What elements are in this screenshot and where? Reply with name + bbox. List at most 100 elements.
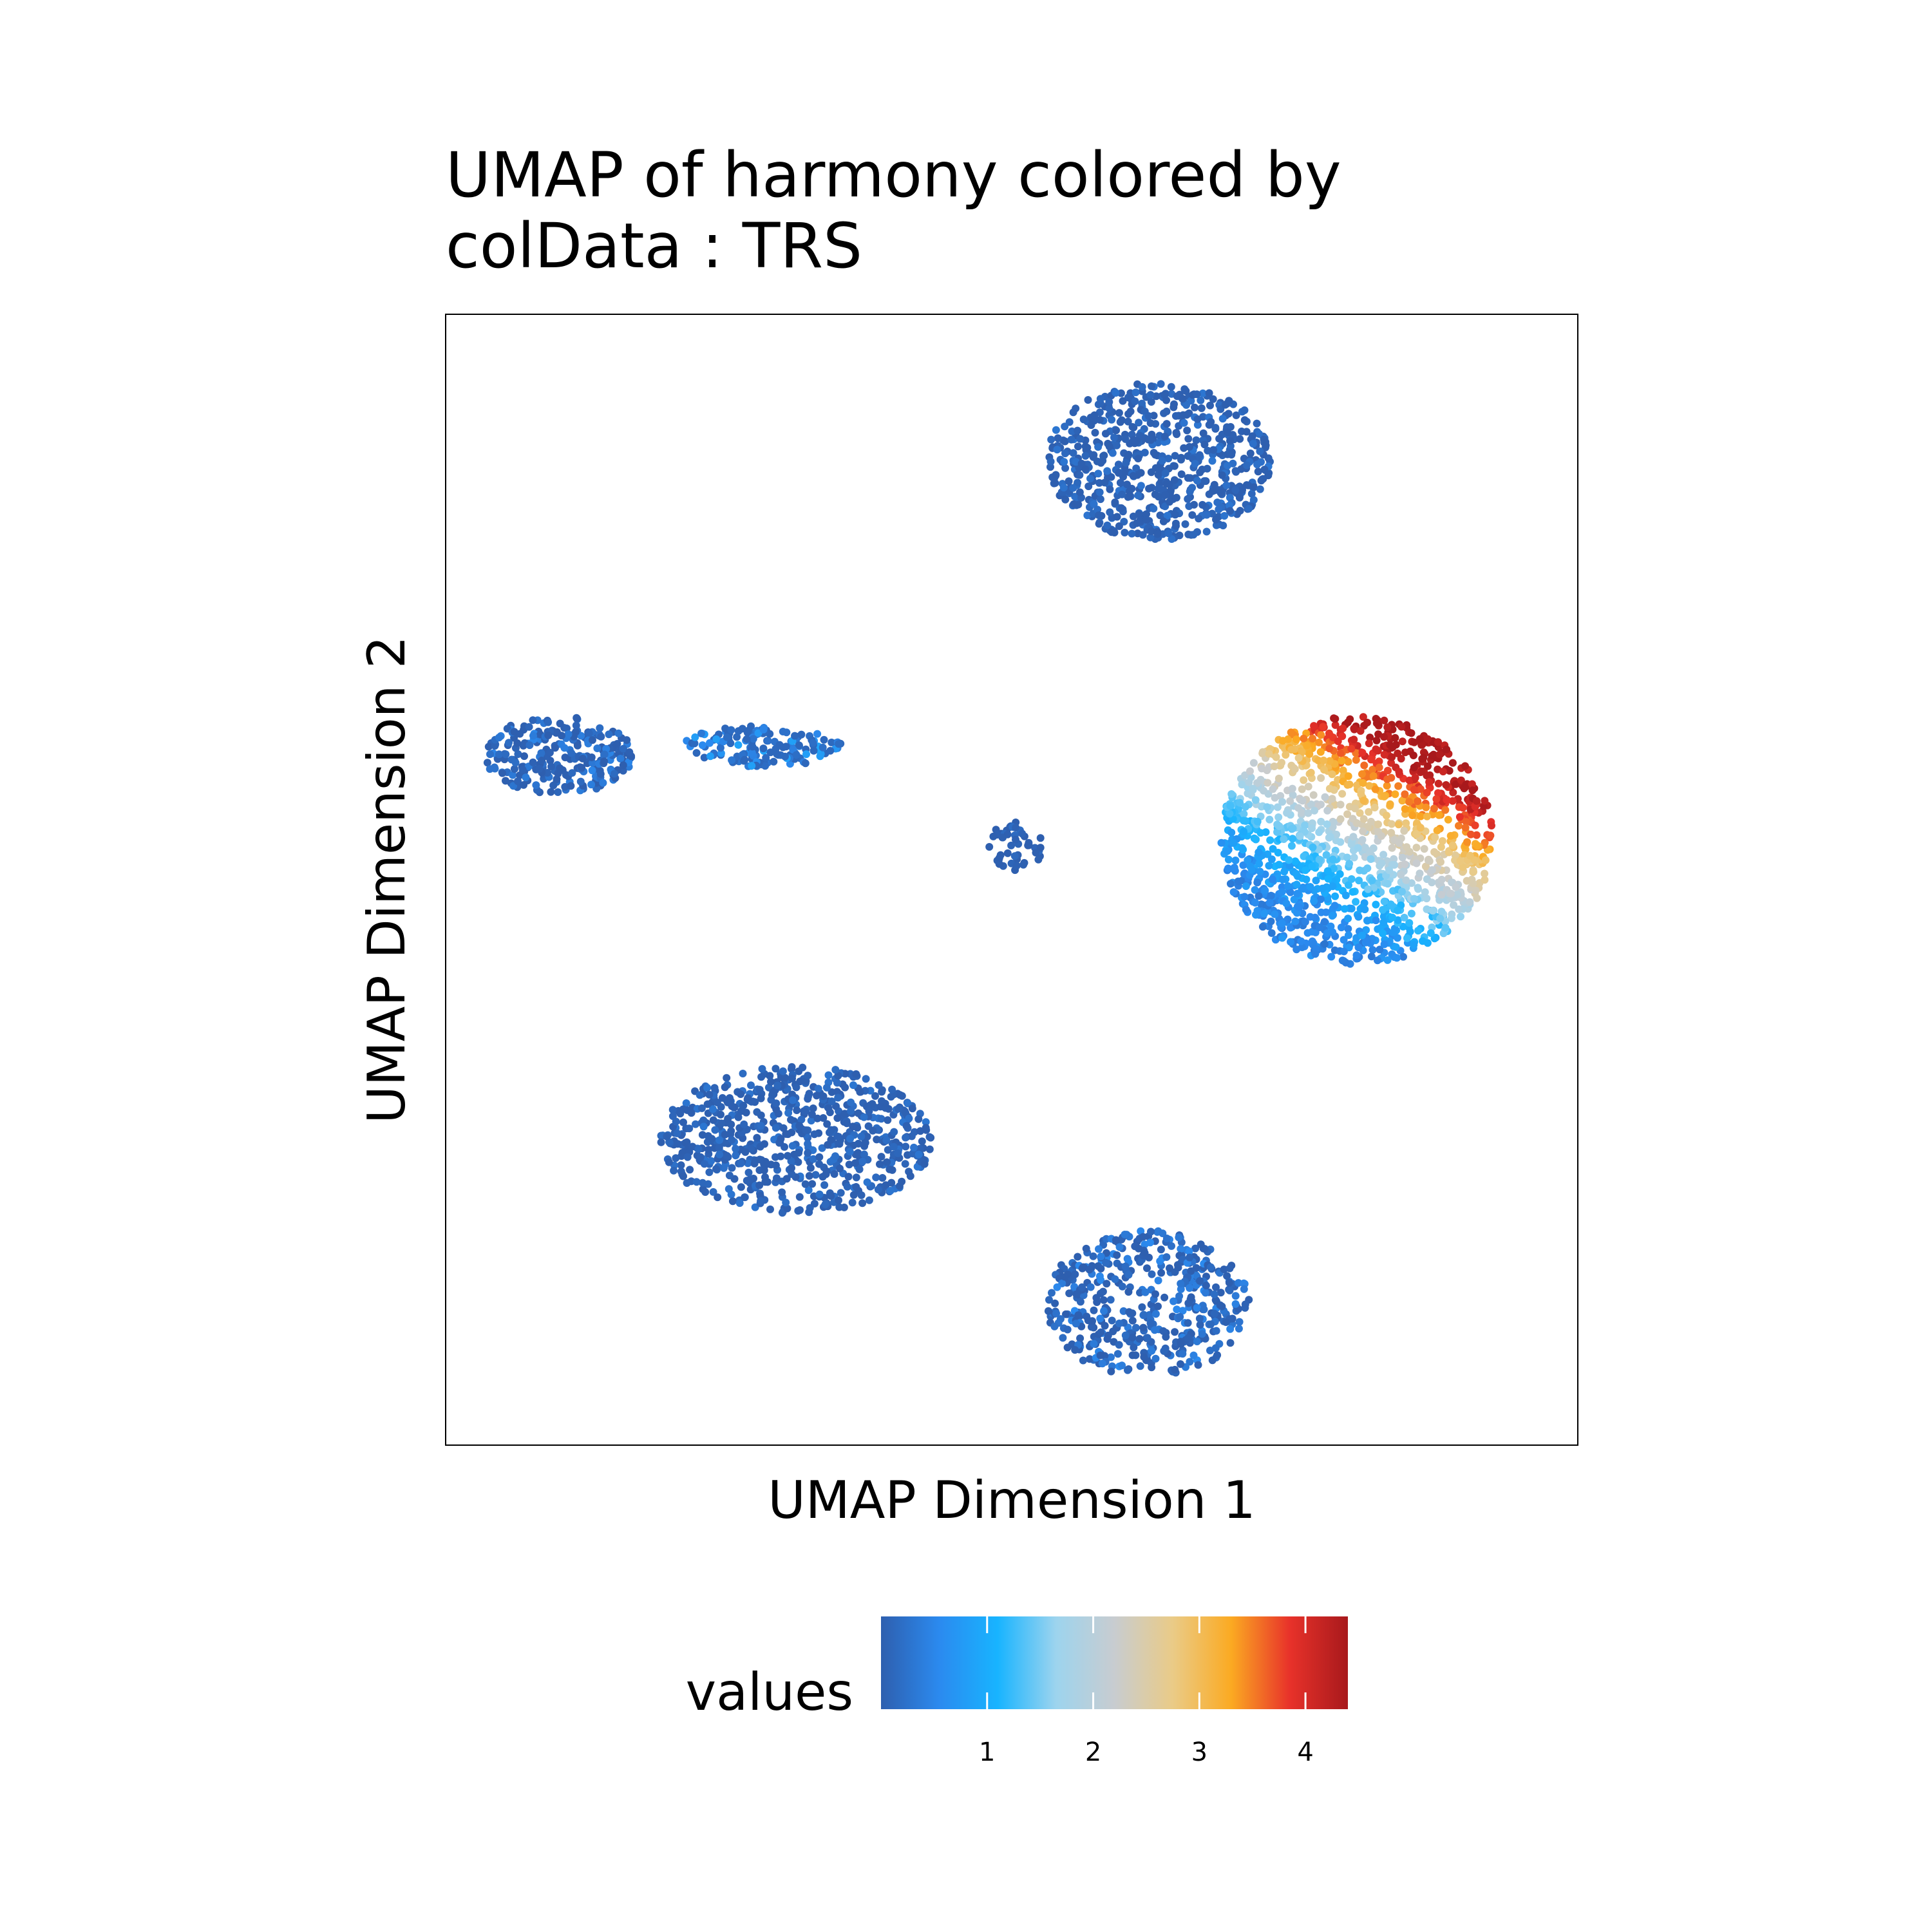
scatter-point-top bbox=[1106, 486, 1113, 493]
scatter-point-right bbox=[1408, 910, 1416, 918]
scatter-point-right bbox=[1423, 789, 1431, 797]
scatter-point-right bbox=[1267, 892, 1275, 900]
scatter-point-small bbox=[1013, 862, 1021, 869]
scatter-point-bottom-left bbox=[744, 1094, 752, 1102]
scatter-point-top bbox=[1256, 448, 1264, 455]
scatter-point-bottom bbox=[1162, 1333, 1170, 1341]
scatter-point-right bbox=[1287, 938, 1294, 946]
scatter-point-left bbox=[495, 734, 503, 741]
scatter-point-right bbox=[1447, 832, 1455, 840]
scatter-point-left-tail bbox=[743, 735, 751, 743]
scatter-point-top bbox=[1070, 408, 1077, 416]
scatter-point-top bbox=[1135, 419, 1142, 426]
scatter-point-bottom-left bbox=[909, 1104, 916, 1112]
scatter-point-right bbox=[1463, 838, 1471, 846]
scatter-point-top bbox=[1086, 475, 1094, 482]
scatter-point-left bbox=[551, 744, 559, 752]
scatter-point-right bbox=[1394, 907, 1401, 914]
scatter-point-bottom-left bbox=[777, 1135, 784, 1142]
scatter-point-bottom-left bbox=[685, 1124, 693, 1132]
scatter-point-right bbox=[1329, 912, 1336, 920]
scatter-point-right bbox=[1358, 770, 1366, 778]
scatter-point-right bbox=[1307, 883, 1314, 891]
scatter-point-bottom-left bbox=[846, 1135, 854, 1142]
scatter-point-bottom bbox=[1143, 1264, 1151, 1272]
scatter-point-bottom-left bbox=[815, 1085, 822, 1093]
scatter-point-right bbox=[1395, 820, 1403, 828]
scatter-point-bottom-left bbox=[856, 1166, 864, 1173]
scatter-point-left bbox=[567, 782, 574, 790]
scatter-point-left bbox=[547, 788, 554, 796]
scatter-point-left-tail bbox=[728, 756, 735, 764]
scatter-point-top bbox=[1102, 430, 1110, 437]
scatter-point-top bbox=[1070, 449, 1077, 457]
scatter-point-right bbox=[1380, 793, 1388, 800]
scatter-point-right bbox=[1393, 954, 1401, 961]
scatter-point-right bbox=[1374, 956, 1381, 964]
scatter-point-top bbox=[1060, 458, 1068, 466]
scatter-point-right bbox=[1447, 890, 1455, 898]
scatter-point-bottom bbox=[1071, 1346, 1079, 1354]
scatter-point-right bbox=[1461, 784, 1468, 792]
scatter-point-bottom bbox=[1112, 1236, 1120, 1244]
scatter-point-bottom bbox=[1197, 1240, 1205, 1248]
scatter-point-bottom bbox=[1202, 1289, 1209, 1296]
scatter-point-bottom-left bbox=[882, 1137, 890, 1144]
scatter-point-right bbox=[1444, 816, 1452, 824]
scatter-point-top bbox=[1060, 484, 1068, 491]
scatter-point-left bbox=[579, 755, 587, 762]
scatter-point-right bbox=[1378, 860, 1385, 867]
scatter-point-bottom bbox=[1090, 1307, 1098, 1314]
scatter-point-bottom-left bbox=[681, 1139, 689, 1147]
scatter-point-bottom bbox=[1139, 1233, 1147, 1241]
scatter-point-top bbox=[1092, 429, 1099, 437]
scatter-point-right bbox=[1421, 845, 1428, 853]
scatter-point-right bbox=[1423, 813, 1431, 820]
scatter-point-bottom-left bbox=[877, 1115, 885, 1122]
scatter-point-bottom bbox=[1132, 1324, 1140, 1332]
scatter-point-bottom bbox=[1092, 1294, 1100, 1302]
scatter-point-top bbox=[1074, 442, 1082, 450]
scatter-point-right bbox=[1255, 860, 1263, 867]
scatter-point-top bbox=[1130, 436, 1137, 444]
scatter-point-bottom-left bbox=[836, 1165, 844, 1173]
scatter-point-bottom bbox=[1072, 1320, 1080, 1327]
scatter-point-right bbox=[1271, 762, 1278, 770]
scatter-point-top bbox=[1128, 485, 1135, 493]
scatter-point-left-tail bbox=[802, 759, 810, 767]
scatter-point-top bbox=[1179, 412, 1187, 419]
scatter-point-bottom-left bbox=[801, 1108, 809, 1115]
scatter-point-top bbox=[1097, 495, 1104, 503]
scatter-point-bottom-left bbox=[711, 1084, 719, 1092]
scatter-point-right bbox=[1238, 781, 1246, 788]
scatter-point-bottom bbox=[1147, 1320, 1155, 1327]
scatter-point-bottom-left bbox=[737, 1183, 745, 1191]
scatter-point-bottom bbox=[1111, 1275, 1119, 1283]
scatter-point-right bbox=[1414, 927, 1422, 934]
scatter-point-left-tail bbox=[764, 737, 772, 744]
scatter-point-bottom bbox=[1177, 1280, 1184, 1287]
scatter-point-right bbox=[1310, 791, 1318, 799]
scatter-point-right bbox=[1329, 856, 1337, 864]
scatter-point-right bbox=[1279, 737, 1287, 744]
scatter-point-right bbox=[1378, 832, 1385, 840]
scatter-point-bottom-left bbox=[910, 1144, 918, 1151]
scatter-point-bottom bbox=[1144, 1334, 1151, 1341]
scatter-point-top bbox=[1047, 458, 1055, 466]
scatter-point-top bbox=[1191, 404, 1198, 412]
scatter-point-top bbox=[1166, 480, 1173, 488]
scatter-point-left bbox=[538, 757, 545, 764]
scatter-point-right bbox=[1248, 866, 1256, 874]
scatter-point-bottom bbox=[1074, 1253, 1081, 1261]
scatter-point-right bbox=[1350, 724, 1358, 732]
scatter-point-right bbox=[1352, 898, 1359, 905]
scatter-point-right bbox=[1271, 794, 1279, 802]
scatter-point-bottom-left bbox=[850, 1191, 858, 1199]
scatter-point-left-tail bbox=[727, 726, 735, 734]
scatter-point-right bbox=[1363, 916, 1371, 924]
scatter-point-bottom-left bbox=[887, 1187, 895, 1195]
scatter-point-bottom-left bbox=[805, 1208, 813, 1216]
scatter-point-right bbox=[1365, 808, 1372, 816]
scatter-point-right bbox=[1265, 816, 1273, 824]
